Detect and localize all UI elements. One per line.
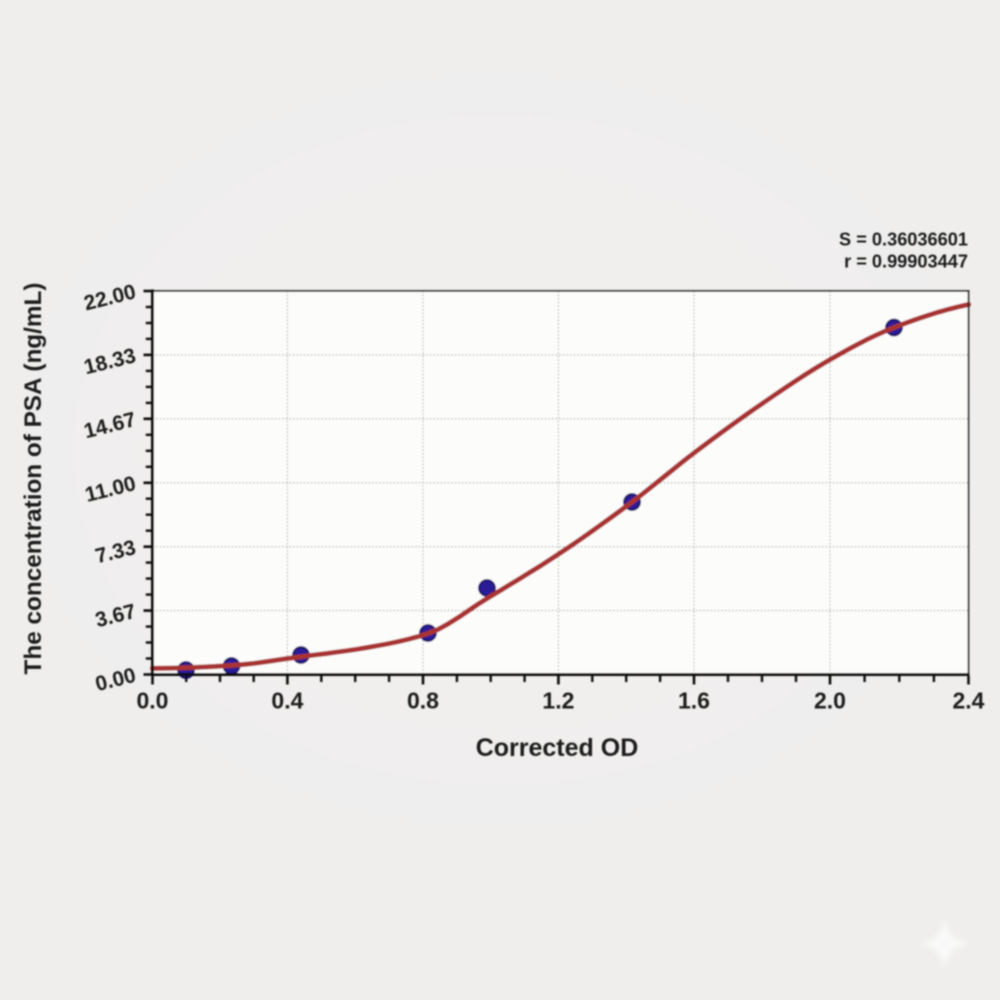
svg-text:2.0: 2.0 (814, 688, 846, 714)
svg-text:11.00: 11.00 (83, 472, 138, 507)
svg-text:1.6: 1.6 (678, 688, 710, 714)
svg-text:0.00: 0.00 (93, 664, 138, 696)
svg-text:3.67: 3.67 (93, 600, 138, 632)
svg-text:The concentration of PSA (ng/m: The concentration of PSA (ng/mL) (20, 283, 47, 675)
svg-text:14.67: 14.67 (82, 408, 139, 443)
svg-text:18.33: 18.33 (82, 344, 139, 379)
svg-text:Corrected OD: Corrected OD (476, 734, 639, 762)
svg-text:0.8: 0.8 (407, 688, 439, 714)
svg-text:1.2: 1.2 (542, 688, 574, 714)
svg-text:22.00: 22.00 (82, 280, 139, 315)
svg-text:2.4: 2.4 (953, 688, 985, 714)
svg-text:0.0: 0.0 (137, 688, 169, 714)
svg-text:7.33: 7.33 (93, 536, 138, 568)
svg-text:r = 0.99903447: r = 0.99903447 (844, 252, 968, 272)
svg-text:0.4: 0.4 (271, 688, 303, 714)
svg-text:S = 0.36036601: S = 0.36036601 (839, 230, 968, 250)
